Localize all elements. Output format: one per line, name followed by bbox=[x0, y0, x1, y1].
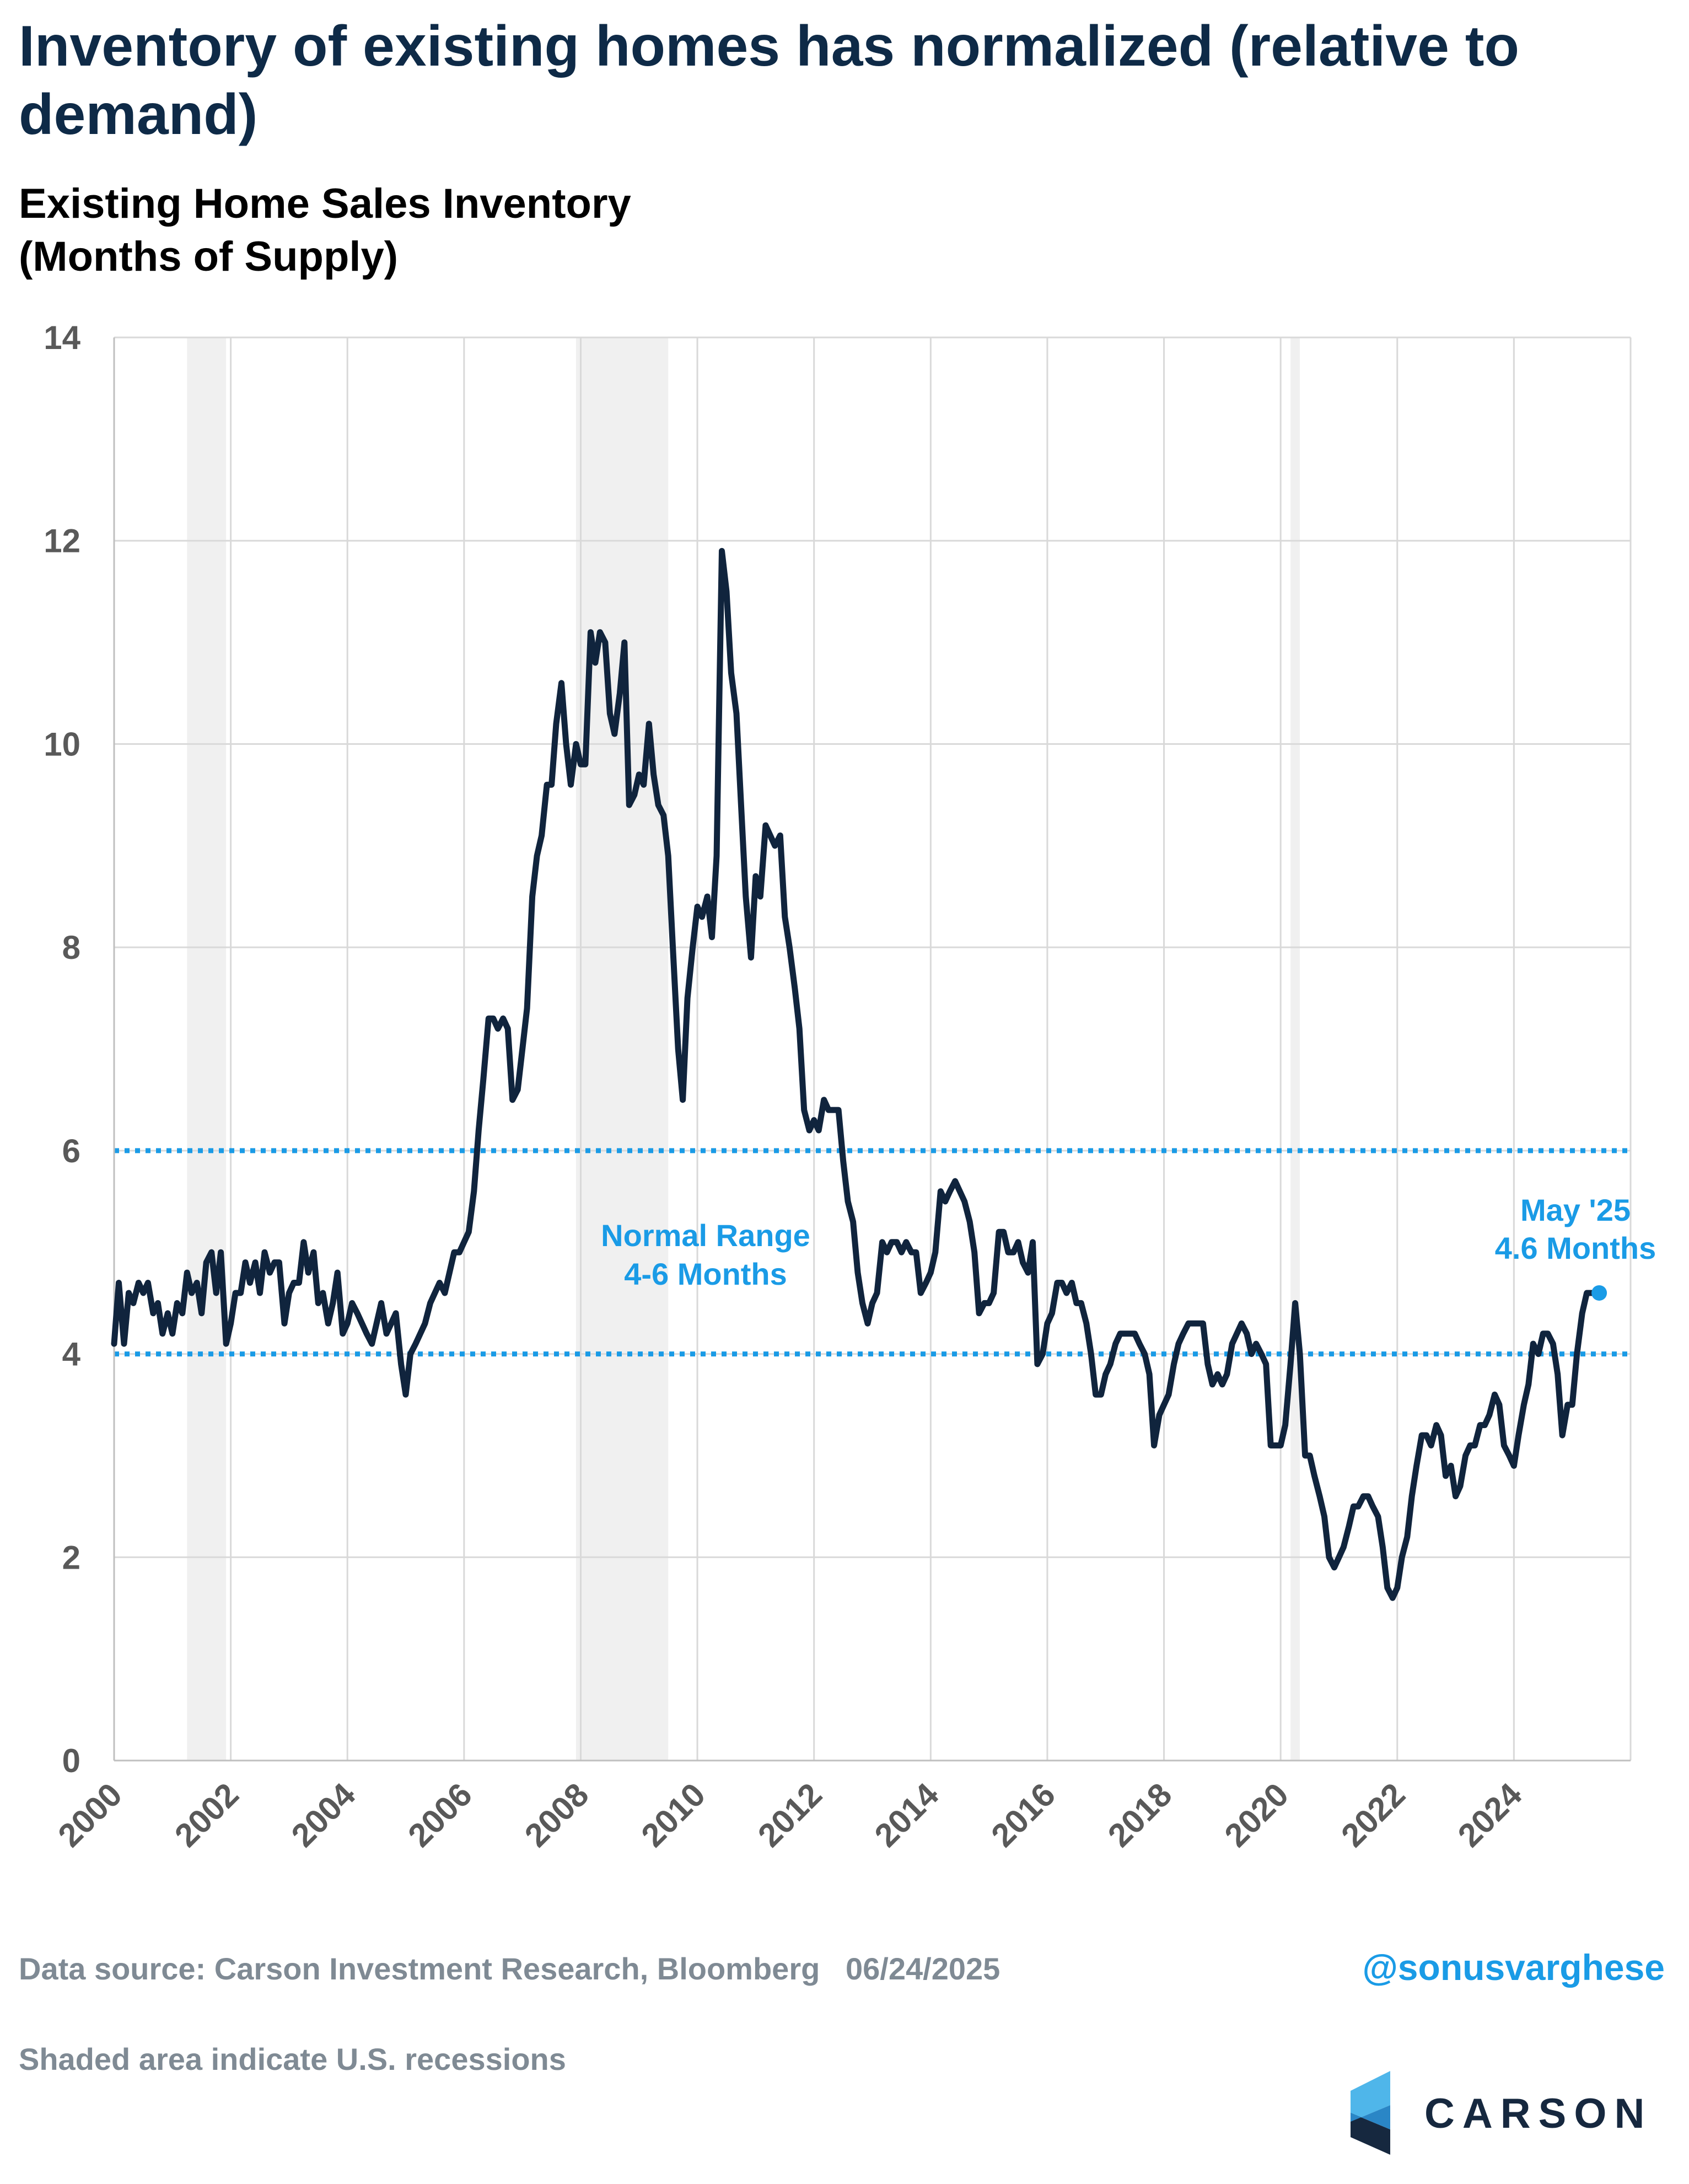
twitter-handle[interactable]: @sonusvarghese bbox=[1362, 1947, 1665, 1988]
x-tick-label: 2000 bbox=[51, 1776, 129, 1854]
x-tick-label: 2014 bbox=[868, 1775, 946, 1854]
chart-title: Inventory of existing homes has normaliz… bbox=[19, 14, 1519, 147]
line-chart: 0 2 4 6 8 10 12 14 2000 2002 2004 2006 2008 2010 2012 2… bbox=[44, 319, 1656, 1854]
recession-band bbox=[575, 337, 669, 1761]
x-tick-label: 2016 bbox=[984, 1776, 1062, 1854]
normal-range-lines bbox=[114, 1148, 1631, 1357]
series-line bbox=[111, 548, 1607, 1601]
x-tick-label: 2004 bbox=[284, 1775, 363, 1854]
axes: 0 2 4 6 8 10 12 14 2000 2002 2004 2006 2008 2010 2012 2… bbox=[44, 319, 1631, 1854]
carson-wordmark: CARSON bbox=[1424, 2090, 1653, 2137]
y-tick-label: 8 bbox=[62, 929, 80, 966]
carson-logo: CARSON bbox=[1343, 2069, 1663, 2157]
x-tick-label: 2006 bbox=[401, 1776, 479, 1854]
normal-range-label-line-1: Normal Range bbox=[601, 1218, 810, 1253]
x-tick-label: 2020 bbox=[1218, 1776, 1296, 1854]
carson-logo-mark-icon bbox=[1351, 2071, 1390, 2155]
annotations: Normal Range 4-6 Months May '25 4.6 Mont… bbox=[601, 1193, 1656, 1291]
recession-band bbox=[187, 337, 227, 1761]
x-tick-label: 2018 bbox=[1101, 1776, 1179, 1854]
recession-band bbox=[1290, 337, 1300, 1761]
recession-shading bbox=[187, 337, 1300, 1761]
x-tick-label: 2022 bbox=[1334, 1776, 1412, 1854]
subtitle-line-2: (Months of Supply) bbox=[19, 233, 399, 280]
recession-note: Shaded area indicate U.S. recessions bbox=[19, 2042, 566, 2076]
y-tick-label: 4 bbox=[62, 1336, 81, 1373]
y-tick-label: 6 bbox=[62, 1133, 80, 1169]
y-tick-label: 14 bbox=[44, 319, 80, 356]
normal-range-label-line-2: 4-6 Months bbox=[624, 1257, 787, 1291]
x-tick-label: 2010 bbox=[634, 1776, 713, 1854]
months-of-supply-line bbox=[111, 548, 1595, 1601]
x-tick-label: 2008 bbox=[518, 1776, 596, 1854]
endpoint-label-line-2: 4.6 Months bbox=[1495, 1231, 1656, 1265]
endpoint-label-line-1: May '25 bbox=[1520, 1193, 1631, 1227]
x-tick-label: 2012 bbox=[751, 1776, 829, 1854]
y-tick-label: 10 bbox=[44, 726, 80, 763]
x-tick-label: 2024 bbox=[1451, 1775, 1529, 1854]
subtitle-line-1: Existing Home Sales Inventory bbox=[19, 180, 631, 227]
endpoint-marker bbox=[1591, 1285, 1607, 1301]
chart-subtitle: Existing Home Sales Inventory (Months of… bbox=[19, 178, 1121, 283]
data-source-note: Data source: Carson Investment Research,… bbox=[19, 1951, 1001, 1986]
y-tick-label: 12 bbox=[44, 523, 80, 560]
y-tick-label: 2 bbox=[62, 1539, 80, 1576]
x-tick-label: 2002 bbox=[168, 1776, 246, 1854]
y-tick-label: 0 bbox=[62, 1742, 80, 1779]
